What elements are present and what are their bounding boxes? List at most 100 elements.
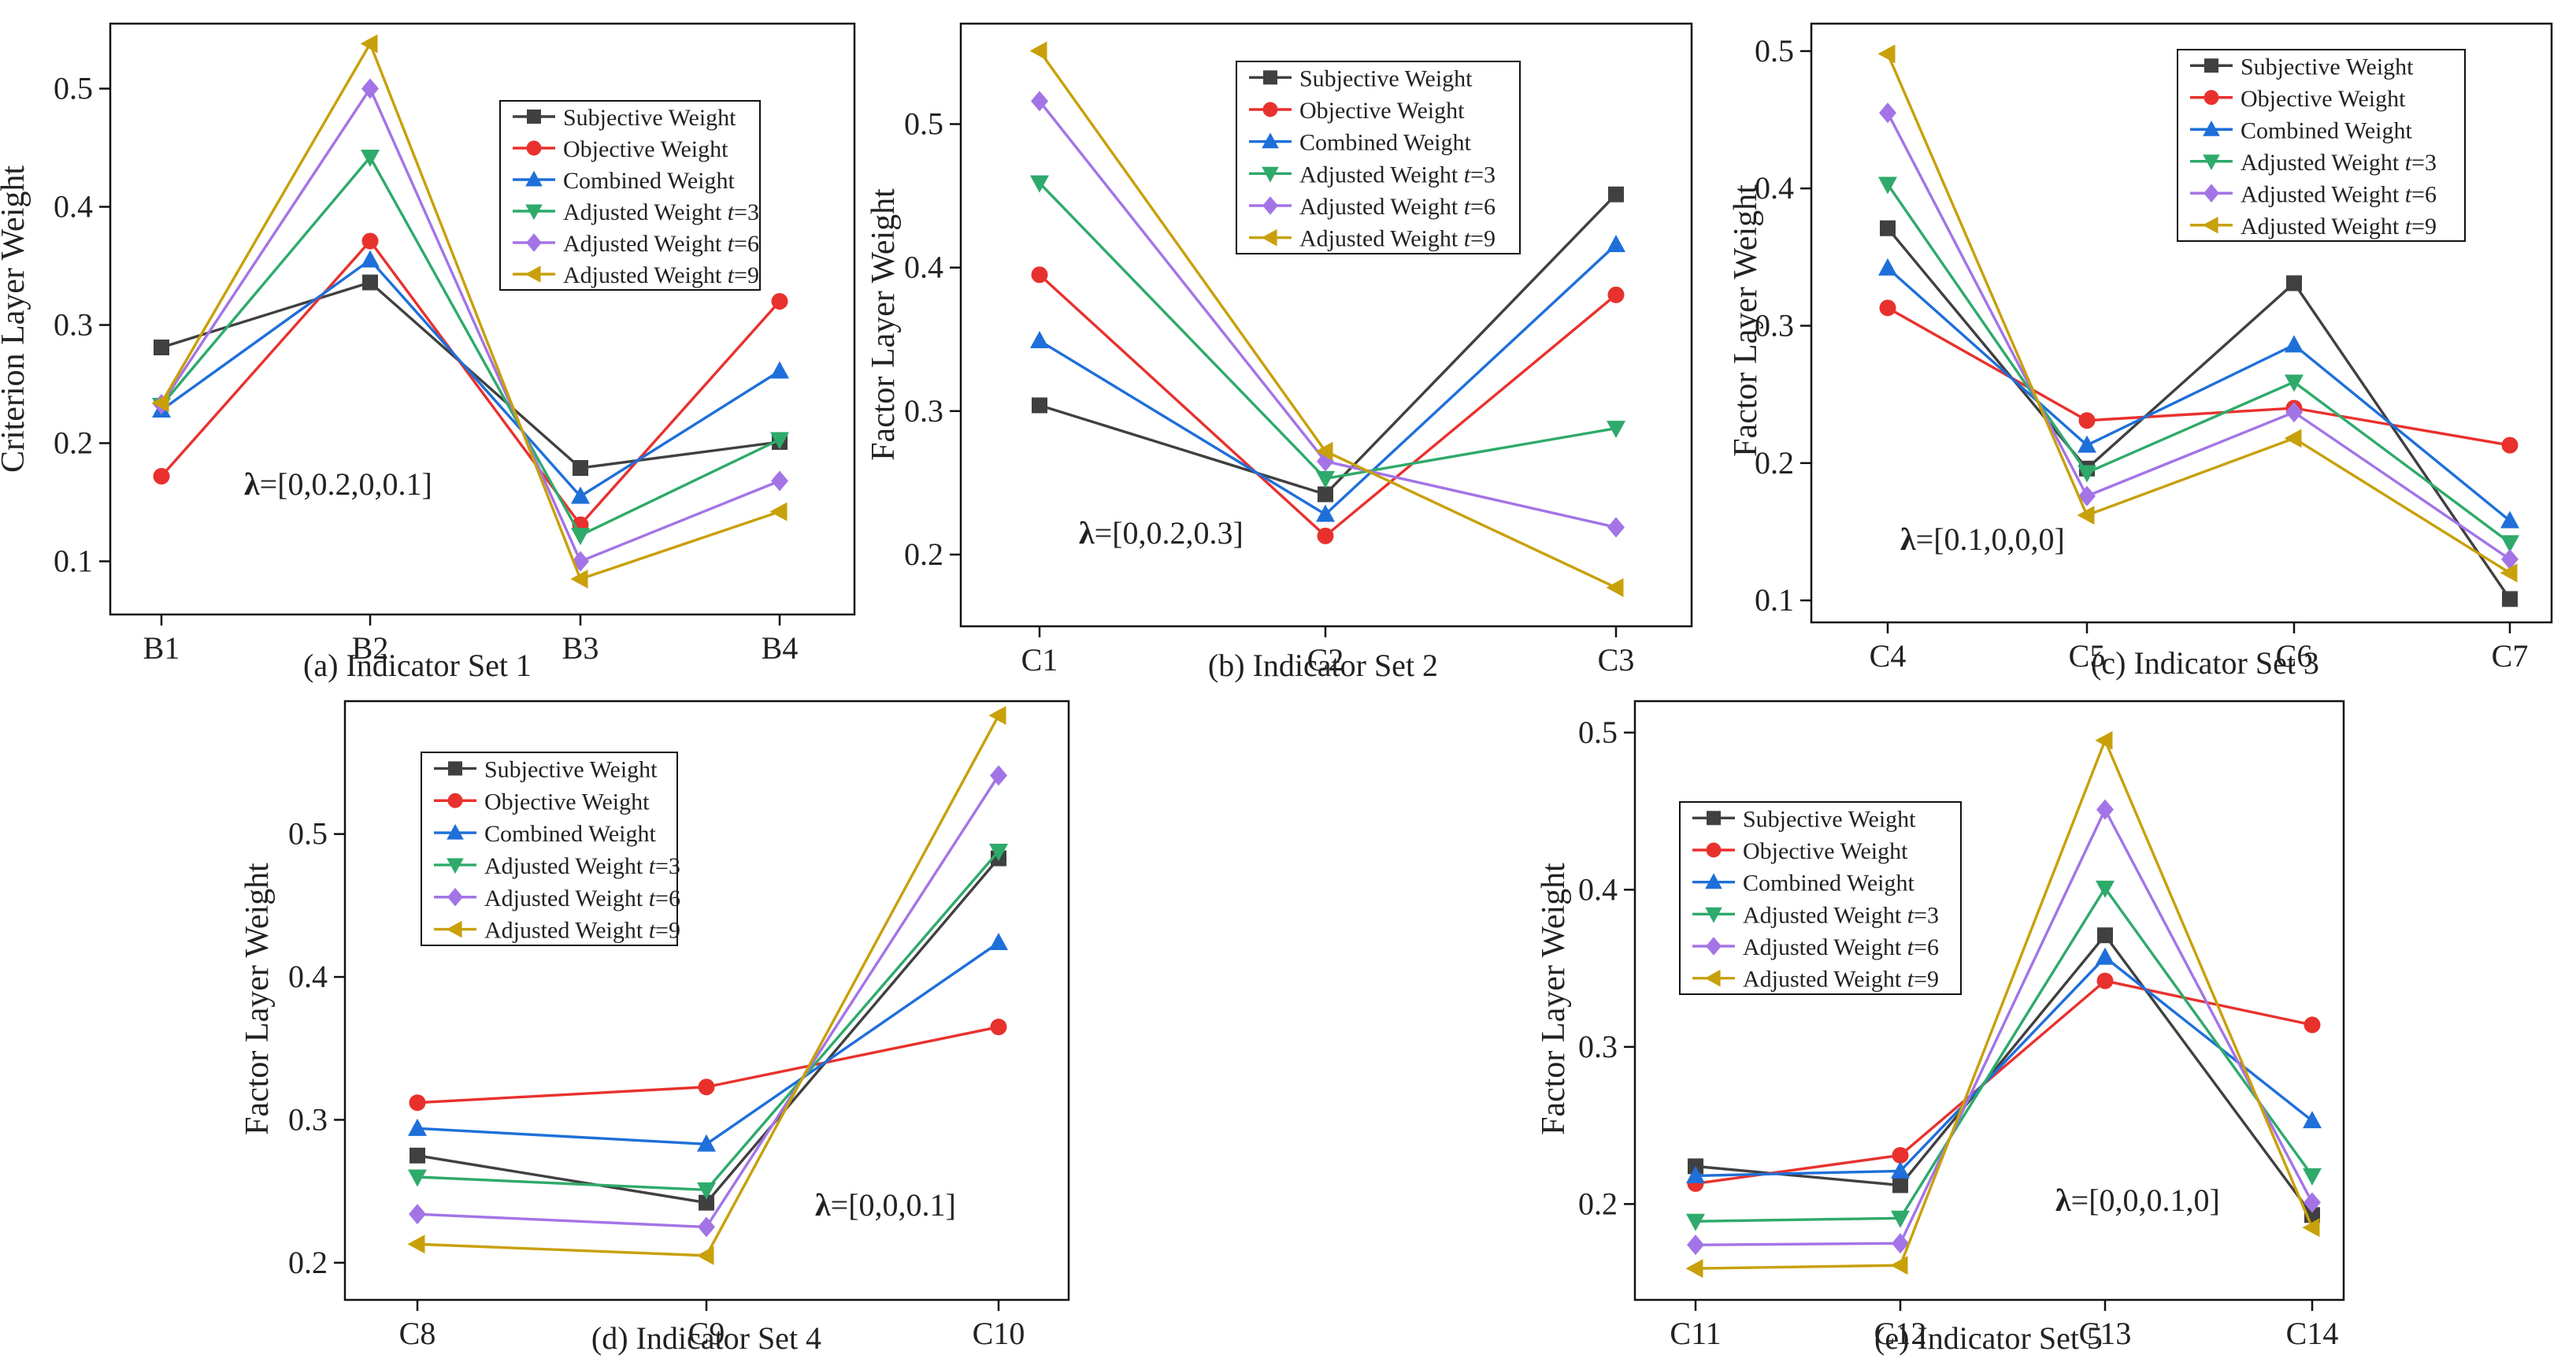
series-4 [1030,175,1625,488]
y-tick-label: 0.3 [1755,307,1794,343]
series-5 [1031,91,1625,538]
data-point [153,468,170,485]
legend-param: t [2405,150,2412,176]
data-point [1029,41,1047,61]
legend-label: Adjusted Weight [484,918,649,944]
data-point [770,432,789,450]
legend-entry: Adjusted Weight t=3 [1743,902,1939,928]
legend-label: Objective Weight [484,789,650,815]
series-3 [1030,235,1625,522]
lambda-vector: =[0,0,0.1] [831,1187,956,1223]
series-2 [1687,972,2321,1192]
legend-marker [1706,937,1722,956]
legend-param-value: =3 [1470,162,1496,187]
data-point [1892,1233,1909,1254]
legend-entry: Objective Weight [2241,86,2406,112]
data-point [573,460,588,476]
legend-label: Adjusted Weight [563,262,728,288]
chart-panel-2: 0.2 0.3 0.4 0.5 C1 C2 C3 Factor Layer Weight (b)… [865,22,1693,683]
y-tick-label: 0.2 [904,536,943,572]
legend-label: Combined Weight [1743,871,1915,897]
legend-marker [1704,969,1721,987]
data-point [361,232,379,250]
lambda-vector: =[0,0.2,0.3] [1095,515,1244,551]
legend-entry: Adjusted Weight t=3 [484,853,680,879]
data-point [408,1118,427,1136]
y-tick-label: 0.1 [1755,582,1794,618]
series-line [160,42,780,581]
data-point [570,570,588,588]
data-point [1878,258,1897,276]
series-line [1695,934,2314,1216]
lambda-symbol: λ [244,466,260,502]
legend-label: Adjusted Weight [2241,213,2405,239]
lambda-symbol: λ [1900,522,1916,557]
series-5 [1687,799,2321,1256]
legend: Subjective Weight Objective Weight Combine… [499,100,761,291]
chart-panel-3: 0.1 0.2 0.3 0.4 0.5 C4 C5 C6 C7 Factor Layer Weig… [1728,22,2553,681]
data-point [409,1204,426,1225]
legend-entry: Subjective Weight [484,756,658,782]
data-point [990,765,1007,786]
data-point [988,706,1006,726]
legend-entry: Adjusted Weight t=3 [1299,162,1496,187]
chart-panel-1: 0.1 0.2 0.3 0.4 0.5 B1 B2 B3 B4 Criterion Layer W… [0,22,856,683]
legend-entry: Combined Weight [1299,130,1472,156]
legend-entry: Objective Weight [563,136,728,162]
lambda-vector: =[0,0,0.1,0] [2071,1183,2220,1218]
legend-entry: Objective Weight [484,789,650,815]
series-3 [152,250,789,504]
series-3 [1878,258,2519,529]
legend-label: Objective Weight [563,136,728,162]
legend-param: t [1907,902,1914,928]
series-4 [408,843,1008,1200]
data-point [2304,1016,2321,1034]
y-tick-label: 0.5 [1755,33,1794,69]
data-point [2285,402,2303,423]
legend-label: Objective Weight [1743,838,1908,864]
legend-label: Adjusted Weight [563,231,728,257]
legend-marker [2203,121,2220,136]
x-tick-label: B2 [352,630,389,666]
legend-param-value: =3 [1914,902,1939,928]
legend-marker [1261,228,1277,247]
legend-entry: Adjusted Weight t=9 [2241,213,2437,239]
data-point [2077,506,2095,525]
data-point [1316,504,1335,522]
y-axis-label: Criterion Layer Weight [0,165,32,473]
legend-param-value: =3 [734,199,759,225]
legend-marker [446,920,462,938]
chart-caption: (e) Indicator Set 5 [1874,1320,2103,1356]
data-point [771,470,788,492]
legend-label: Adjusted Weight [1743,967,1907,993]
legend-label: Subjective Weight [1299,65,1473,91]
lambda-vector: =[0.1,0,0,0] [1916,522,2065,557]
y-tick-label: 0.5 [904,106,943,142]
data-point [1607,286,1625,303]
data-point [2096,972,2114,989]
series-2 [1879,299,2519,454]
legend-param-value: =6 [734,231,759,257]
data-point [361,250,380,268]
legend-param-value: =9 [655,918,680,944]
data-point [1030,175,1049,193]
series-4 [1686,880,2322,1231]
legend-label: Subjective Weight [2241,54,2414,80]
legend-param: t [2405,213,2412,239]
data-point [2303,1168,2322,1186]
series-6 [407,706,1006,1265]
legend-entry: Combined Weight [563,168,736,194]
x-tick-label: C6 [2276,638,2313,674]
data-point [2095,730,2113,750]
legend: Subjective Weight Objective Weight Combine… [421,752,680,946]
legend-marker [525,170,543,187]
series-line [160,239,781,526]
data-point [771,293,788,310]
legend-label: Objective Weight [2241,86,2406,112]
series-6 [1685,730,2320,1279]
legend-label: Adjusted Weight [1743,902,1907,928]
legend-entry: Subjective Weight [1299,65,1473,91]
lambda-annotation: λ=[0,0,0.1,0] [2055,1183,2220,1218]
y-axis-label: Factor Layer Weight [239,863,276,1135]
legend-param-value: =6 [1914,934,1939,960]
